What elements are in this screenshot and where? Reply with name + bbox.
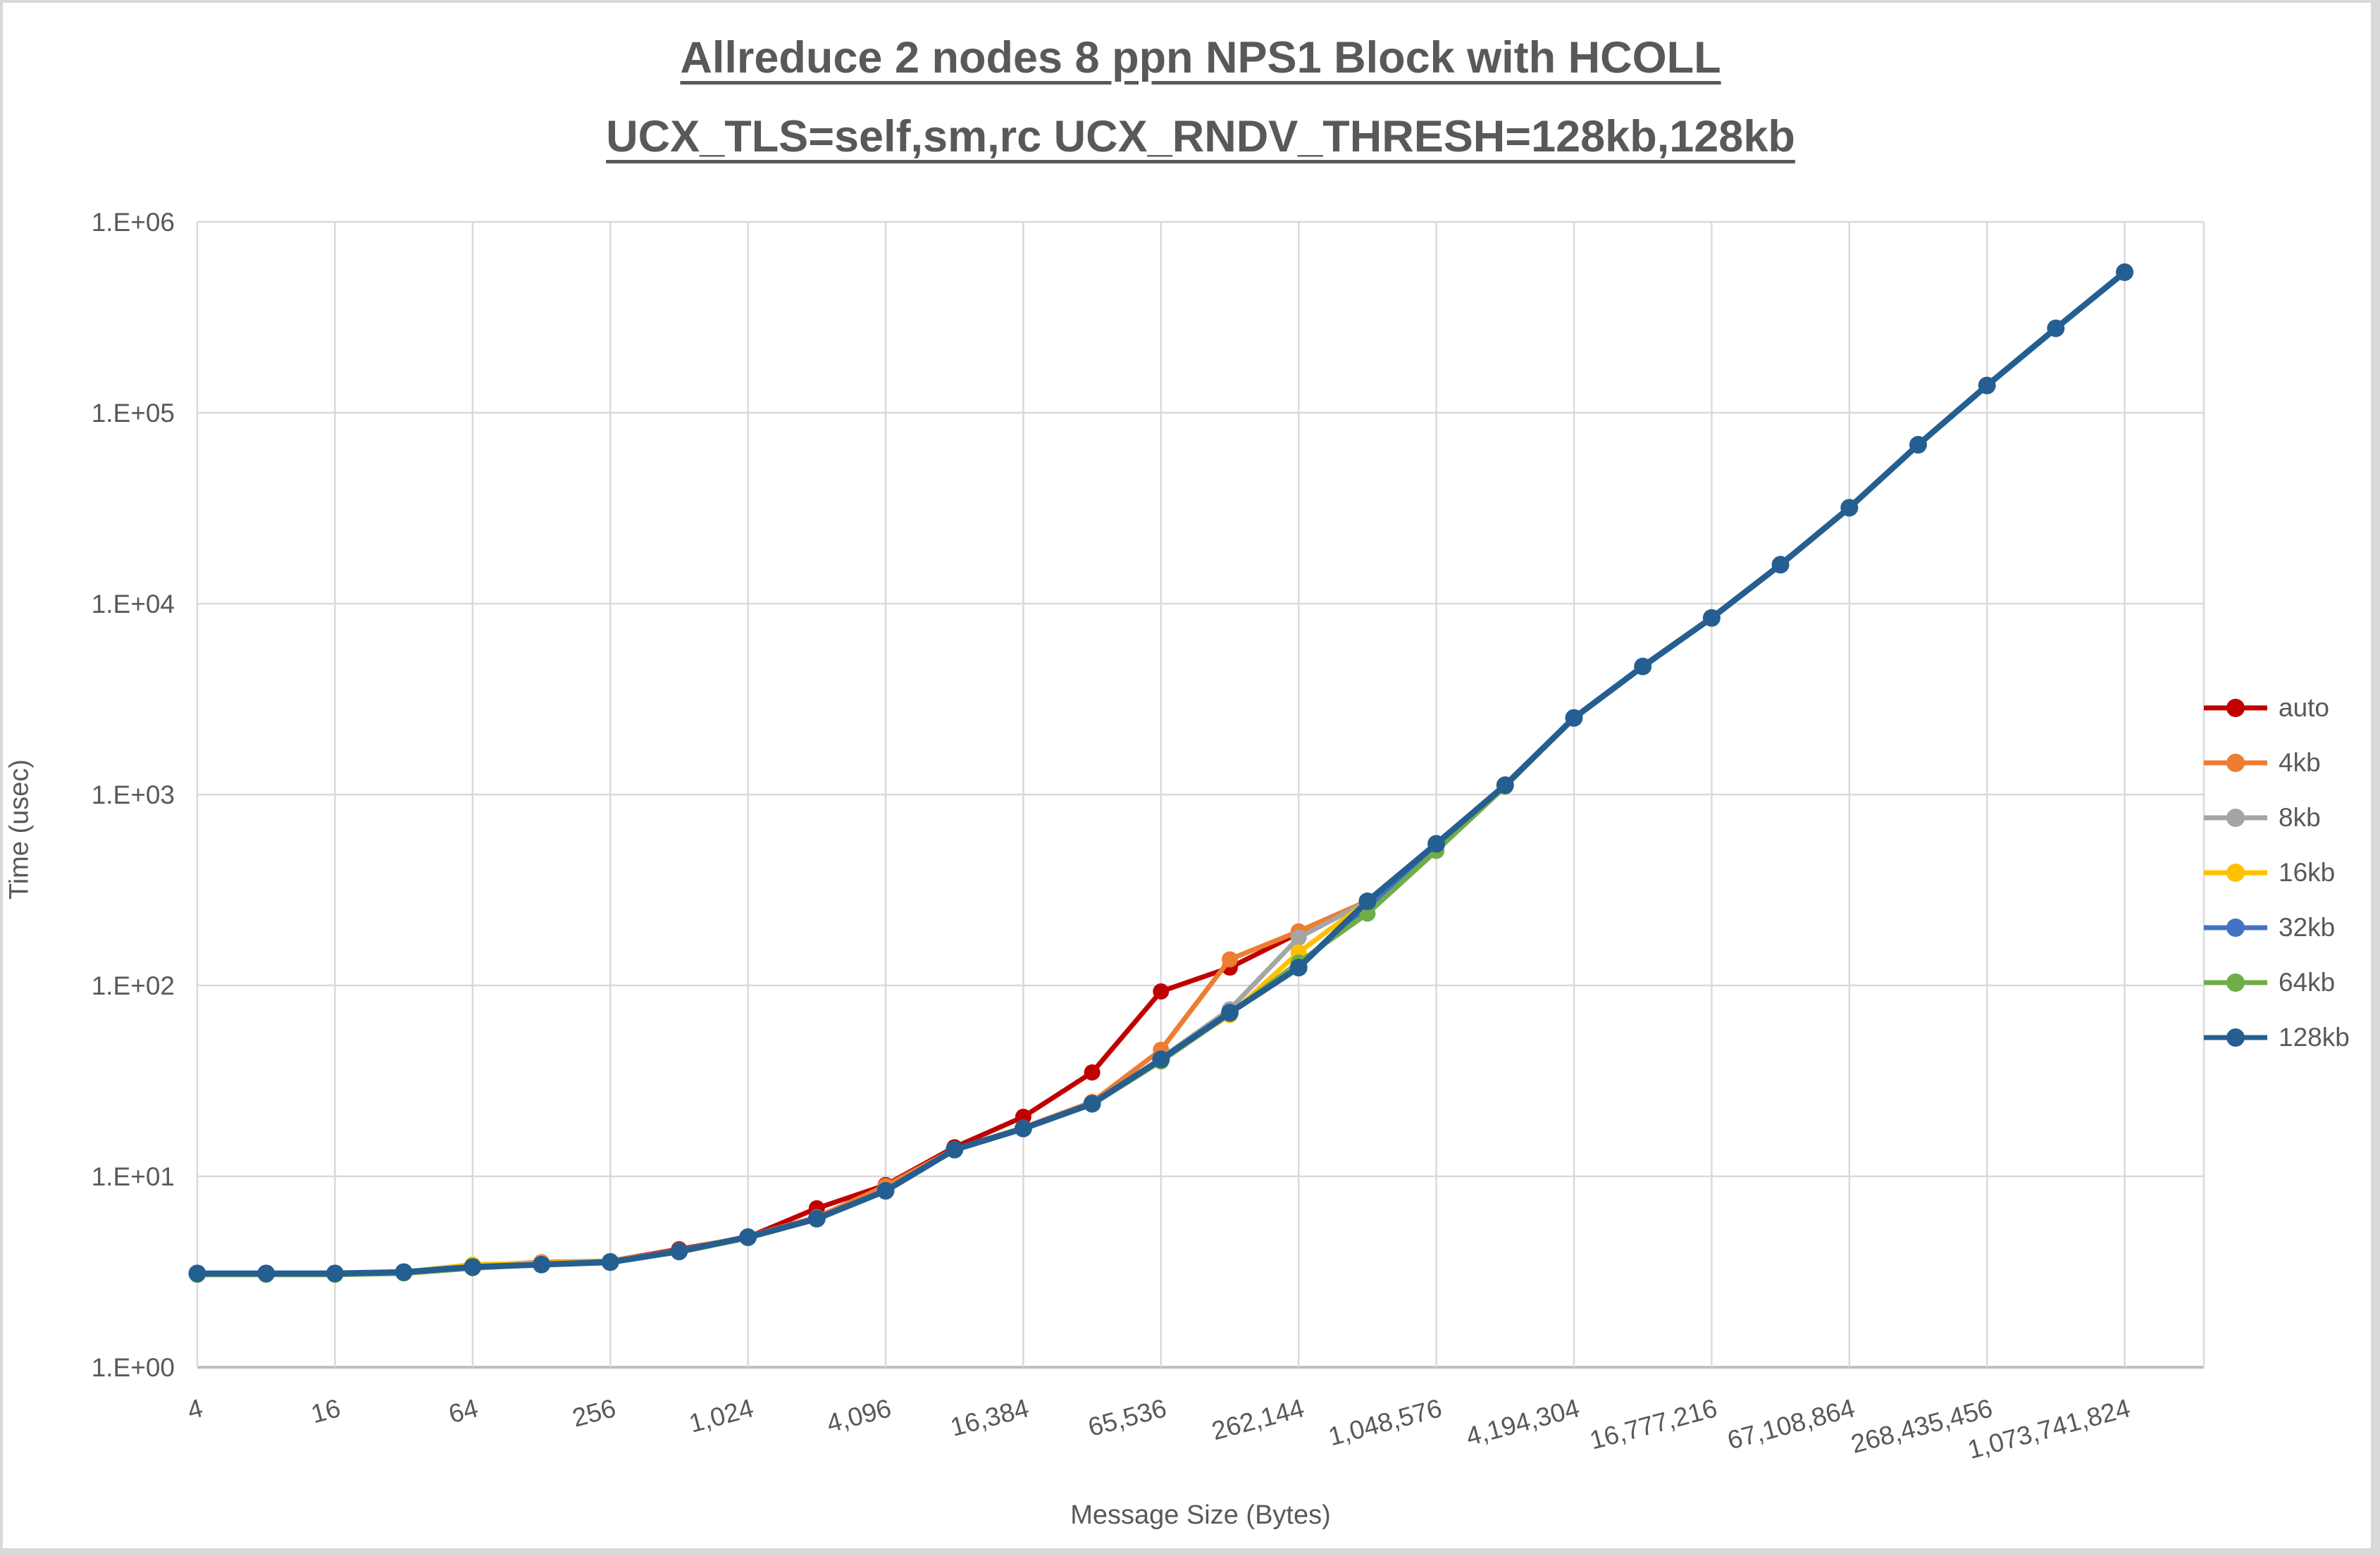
- legend-marker-icon: [2204, 1028, 2267, 1047]
- data-point-128kb: [807, 1209, 826, 1228]
- data-point-auto: [1084, 1064, 1101, 1081]
- legend-label: 32kb: [2279, 913, 2336, 942]
- data-point-128kb: [1427, 835, 1446, 853]
- data-point-128kb: [670, 1242, 688, 1260]
- y-tick-label: 1.E+04: [92, 590, 175, 618]
- legend-marker-icon: [2204, 864, 2267, 882]
- x-tick-label: 4: [185, 1393, 206, 1425]
- x-tick-label: 65,536: [1085, 1393, 1170, 1442]
- legend-marker-icon: [2204, 919, 2267, 937]
- data-point-128kb: [1289, 959, 1308, 977]
- x-tick-label: 1,048,576: [1325, 1393, 1445, 1451]
- data-point-auto: [1153, 983, 1170, 1000]
- y-tick-label: 1.E+03: [92, 780, 175, 809]
- data-point-128kb: [2047, 319, 2065, 337]
- data-point-128kb: [1358, 892, 1377, 911]
- legend-item-128kb: 128kb: [2204, 1010, 2377, 1065]
- data-point-128kb: [188, 1264, 206, 1283]
- legend-item-32kb: 32kb: [2204, 900, 2377, 955]
- x-tick-label: 4,096: [824, 1393, 894, 1438]
- x-tick-label: 67,108,864: [1724, 1393, 1857, 1455]
- legend-marker-icon: [2204, 699, 2267, 717]
- data-point-128kb: [1840, 499, 1859, 517]
- y-tick-label: 1.E+01: [92, 1162, 175, 1191]
- y-tick-label: 1.E+00: [92, 1353, 175, 1382]
- data-point-128kb: [395, 1263, 413, 1281]
- y-tick-label: 1.E+02: [92, 971, 175, 1000]
- data-point-128kb: [1083, 1095, 1101, 1113]
- y-axis-title: Time (usec): [4, 759, 35, 900]
- x-tick-label: 1,024: [686, 1393, 757, 1438]
- legend-item-64kb: 64kb: [2204, 955, 2377, 1010]
- data-point-128kb: [464, 1258, 482, 1276]
- chart-title-line1: Allreduce 2 nodes 8 ppn NPS1 Block with …: [680, 33, 1721, 82]
- data-point-128kb: [739, 1228, 757, 1246]
- window-edge-right: [2371, 0, 2380, 1556]
- x-tick-label: 262,144: [1208, 1393, 1307, 1445]
- x-tick-label: 16: [308, 1393, 343, 1429]
- x-tick-label: 64: [446, 1393, 481, 1429]
- data-point-128kb: [1978, 376, 1996, 394]
- data-point-128kb: [326, 1264, 344, 1283]
- data-point-8kb: [1290, 929, 1307, 946]
- data-point-128kb: [533, 1255, 550, 1274]
- window-edge-top: [0, 0, 2380, 3]
- series-128kb: [188, 263, 2134, 1283]
- chart-title: Allreduce 2 nodes 8 ppn NPS1 Block with …: [197, 18, 2204, 176]
- x-tick-label: 16,777,216: [1587, 1393, 1720, 1455]
- legend-label: auto: [2279, 693, 2330, 722]
- legend-item-auto: auto: [2204, 680, 2377, 735]
- window-edge-bottom: [0, 1548, 2380, 1556]
- x-tick-labels: 4 16 64 256 1,024 4,096 16,384 65,536 262,144 1,0…: [185, 1393, 2133, 1464]
- data-point-128kb: [257, 1264, 275, 1283]
- legend-item-4kb: 4kb: [2204, 735, 2377, 790]
- data-point-128kb: [1634, 657, 1652, 676]
- data-point-128kb: [1152, 1050, 1170, 1069]
- x-tick-label: 16,384: [948, 1393, 1032, 1442]
- data-point-128kb: [1221, 1004, 1239, 1022]
- legend-item-8kb: 8kb: [2204, 790, 2377, 845]
- legend-marker-icon: [2204, 754, 2267, 772]
- window-edge-left: [0, 0, 3, 1556]
- data-point-128kb: [1496, 776, 1514, 795]
- y-tick-label: 1.E+05: [92, 399, 175, 428]
- data-point-128kb: [601, 1253, 619, 1271]
- x-tick-label: 256: [569, 1393, 619, 1433]
- legend-label: 16kb: [2279, 858, 2336, 887]
- legend-label: 64kb: [2279, 968, 2336, 997]
- data-point-128kb: [876, 1182, 895, 1200]
- data-point-4kb: [1222, 951, 1238, 968]
- x-axis-title: Message Size (Bytes): [1070, 1500, 1331, 1530]
- data-point-128kb: [1702, 609, 1721, 627]
- legend: auto 4kb 8kb 16kb 32kb 64kb 128kb: [2204, 680, 2377, 1065]
- legend-label: 8kb: [2279, 803, 2321, 832]
- legend-label: 128kb: [2279, 1023, 2350, 1052]
- legend-item-16kb: 16kb: [2204, 845, 2377, 900]
- legend-marker-icon: [2204, 809, 2267, 827]
- legend-label: 4kb: [2279, 748, 2321, 777]
- data-point-128kb: [2116, 263, 2134, 281]
- chart-title-line2: UCX_TLS=self,sm,rc UCX_RNDV_THRESH=128kb…: [606, 112, 1795, 161]
- y-tick-label: 1.E+06: [92, 208, 175, 237]
- data-point-128kb: [946, 1140, 964, 1159]
- data-point-64kb: [1359, 905, 1376, 922]
- gridlines: [196, 220, 2205, 1369]
- legend-marker-icon: [2204, 973, 2267, 992]
- data-point-128kb: [1565, 709, 1583, 727]
- y-tick-labels: 1.E+00 1.E+01 1.E+02 1.E+03 1.E+04 1.E+05 1.E+…: [92, 208, 175, 1382]
- data-point-128kb: [1014, 1119, 1032, 1138]
- data-point-128kb: [1771, 556, 1790, 574]
- x-tick-label: 4,194,304: [1463, 1393, 1582, 1451]
- data-point-128kb: [1909, 435, 1927, 454]
